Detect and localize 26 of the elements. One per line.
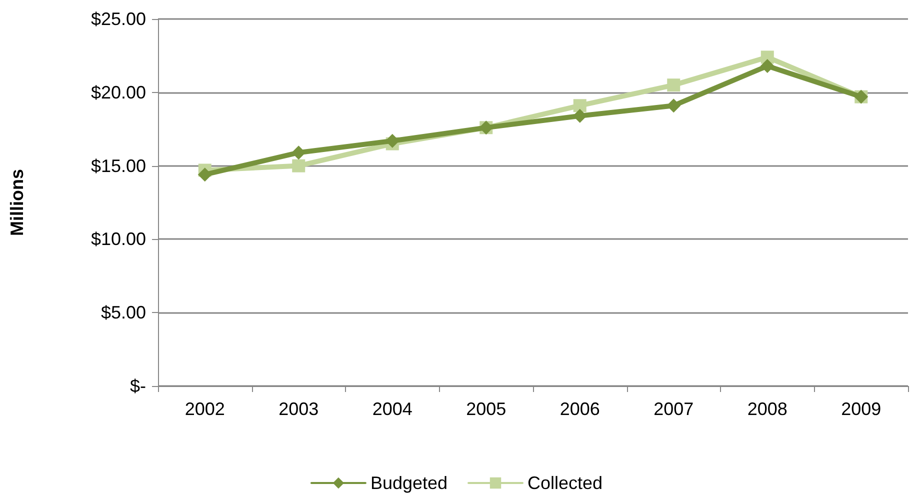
x-tick-label: 2006: [560, 399, 600, 419]
x-tick-label: 2002: [184, 399, 225, 419]
point: [292, 146, 306, 160]
legend-label: Collected: [528, 473, 603, 493]
x-tick-label: 2003: [278, 399, 319, 419]
y-tick-label: $5.00: [100, 302, 146, 323]
y-tick-label: $25.00: [90, 9, 146, 29]
x-tick-label: 2005: [466, 399, 506, 419]
x-tick-label: 2009: [841, 399, 882, 419]
x-tick-label: 2007: [654, 399, 694, 419]
point: [198, 168, 212, 182]
point: [385, 134, 400, 148]
y-axis-title: Millions: [7, 169, 27, 236]
point: [760, 58, 774, 73]
point: [572, 108, 587, 123]
y-tick-label: $15.00: [90, 156, 146, 176]
y-tick-label: $20.00: [90, 82, 146, 102]
y-tick-label: $10.00: [90, 229, 146, 250]
x-tick-label: 2008: [747, 399, 788, 419]
point: [667, 78, 680, 92]
point: [292, 159, 306, 172]
point: [573, 99, 586, 112]
y-tick-label: $-: [130, 376, 146, 396]
legend-label: Budgeted: [370, 473, 448, 493]
x-tick-label: 2004: [372, 399, 412, 419]
point: [666, 98, 681, 113]
